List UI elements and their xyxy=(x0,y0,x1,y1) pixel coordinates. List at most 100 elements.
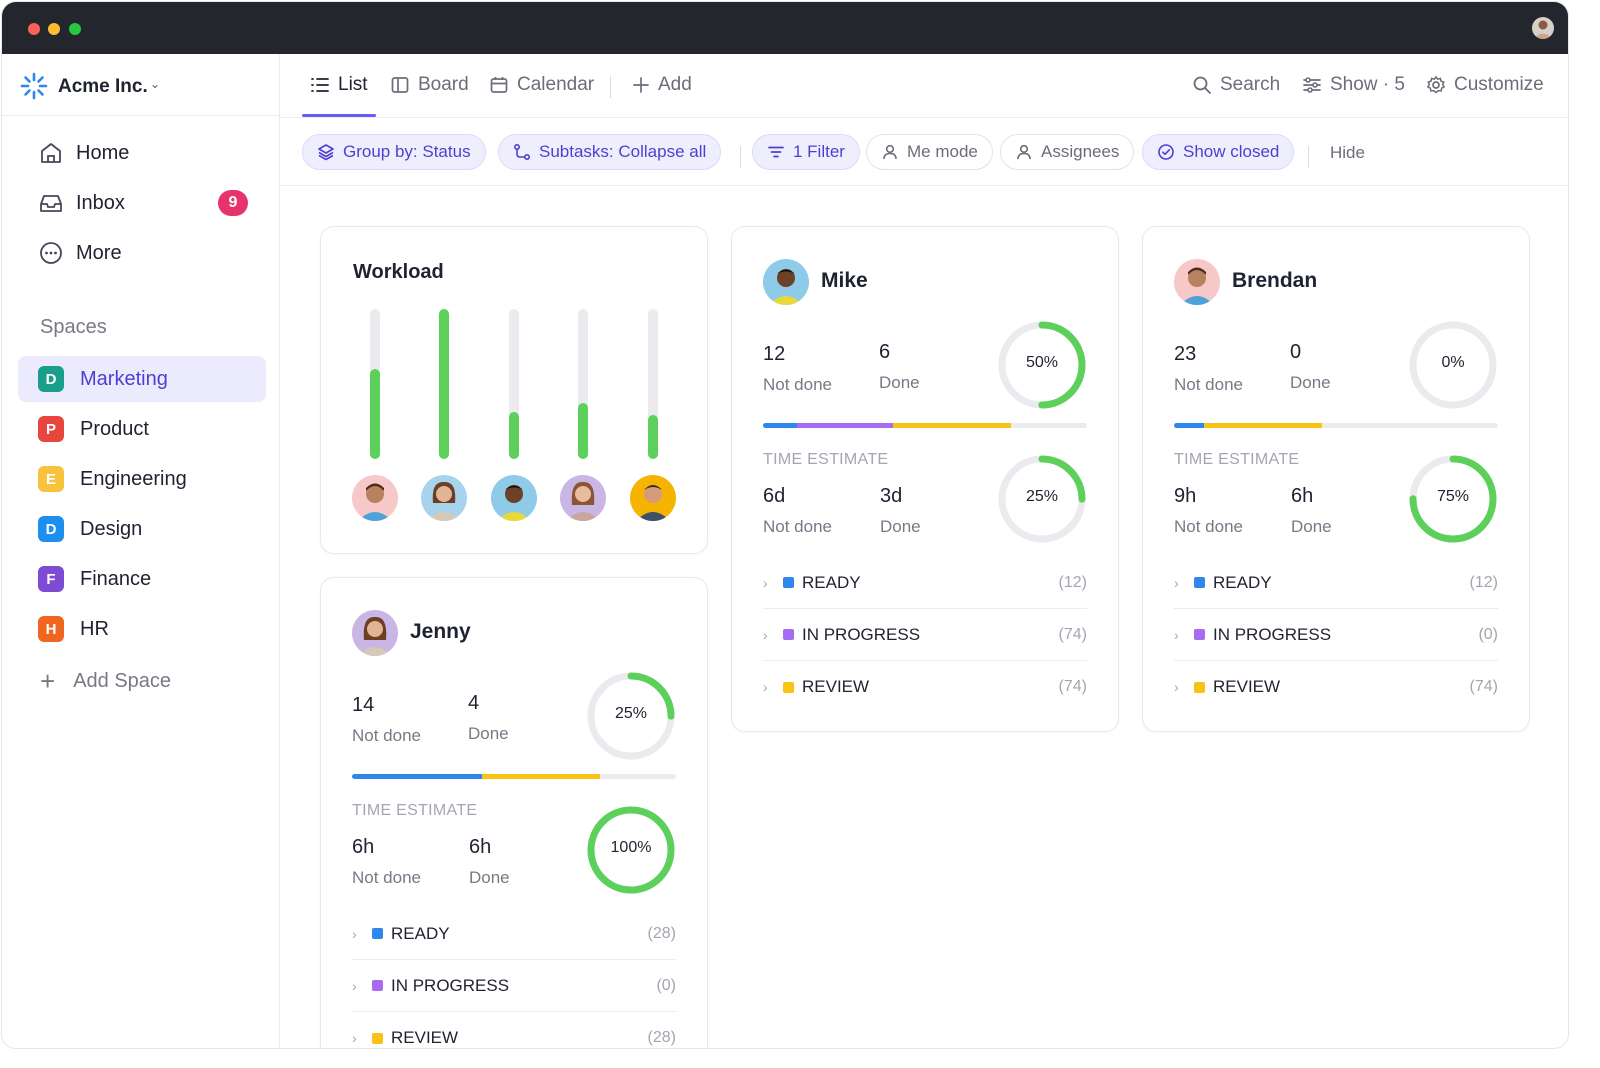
brendan-tasks-not-done-label: Not done xyxy=(1174,375,1243,394)
hide-button[interactable]: Hide xyxy=(1330,143,1365,162)
close-window-button[interactable] xyxy=(28,23,40,35)
progress-ring-fill xyxy=(998,455,1086,543)
progress-review-segment xyxy=(482,774,600,779)
gear-icon xyxy=(1427,76,1445,94)
mike-time-percent: 25% xyxy=(1025,488,1059,505)
workload-avatar-jenny[interactable] xyxy=(421,475,467,521)
tab-board-label: Board xyxy=(418,74,469,95)
workload-title: Workload xyxy=(353,261,444,283)
space-product[interactable]: P Product xyxy=(18,406,266,452)
chevron-right-icon: › xyxy=(352,1030,357,1046)
ready-status-dot xyxy=(783,577,794,588)
space-marketing[interactable]: D Marketing xyxy=(18,356,266,402)
space-engineering-icon: E xyxy=(38,466,64,492)
tab-board[interactable]: Board xyxy=(390,74,469,96)
brendan-status-in-progress[interactable]: › IN PROGRESS (0) xyxy=(1174,609,1498,661)
chevron-down-icon: ⌄ xyxy=(150,77,161,91)
nav-inbox[interactable]: Inbox xyxy=(38,188,125,218)
jenny-status-ready[interactable]: › READY (28) xyxy=(352,908,676,960)
in-progress-status-dot xyxy=(1194,629,1205,640)
board-icon xyxy=(391,77,409,93)
status-label: IN PROGRESS xyxy=(391,975,510,995)
in-progress-status-dot xyxy=(372,980,383,991)
space-design[interactable]: D Design xyxy=(18,506,266,552)
search-button[interactable]: Search xyxy=(1192,74,1280,96)
add-space-button[interactable]: + Add Space xyxy=(40,666,171,697)
person-card-jenny: Jenny 14 Not done 4 Done 25% TIME ESTIMA… xyxy=(320,577,708,1048)
progress-ring-fill xyxy=(587,806,675,894)
mike-tasks-percent: 50% xyxy=(1025,354,1059,371)
add-view-button[interactable]: Add xyxy=(632,74,692,96)
tab-calendar[interactable]: Calendar xyxy=(489,74,594,96)
assignees-chip[interactable]: Assignees xyxy=(1000,134,1135,170)
filter-chip[interactable]: 1 Filter xyxy=(752,134,860,170)
list-icon xyxy=(311,78,329,92)
subtasks-label: Subtasks: Collapse all xyxy=(539,142,707,161)
mike-status-in-progress[interactable]: › IN PROGRESS (74) xyxy=(763,609,1087,661)
show-closed-chip[interactable]: Show closed xyxy=(1142,134,1295,170)
jenny-tasks-not-done: 14 xyxy=(352,694,375,716)
brendan-name: Brendan xyxy=(1232,269,1318,292)
workload-bar-track xyxy=(648,309,658,459)
mike-status-ready[interactable]: › READY (12) xyxy=(763,557,1087,609)
view-bar: List Board Calendar Add Search Show · 5 … xyxy=(280,54,1568,118)
mike-task-progress-bar xyxy=(763,423,1087,428)
space-engineering[interactable]: E Engineering xyxy=(18,456,266,502)
status-label: IN PROGRESS xyxy=(1213,624,1332,644)
group-by-chip[interactable]: Group by: Status xyxy=(302,134,486,170)
nav-more[interactable]: More xyxy=(38,238,122,268)
active-tab-indicator xyxy=(302,114,376,117)
status-count: (28) xyxy=(647,1029,676,1046)
check-circle-icon xyxy=(1158,144,1174,160)
workload-avatar-man[interactable] xyxy=(630,475,676,521)
user-avatar[interactable] xyxy=(1532,17,1554,39)
nav-home[interactable]: Home xyxy=(38,138,129,168)
jenny-avatar[interactable] xyxy=(352,610,398,656)
space-hr[interactable]: H HR xyxy=(18,606,266,652)
add-view-label: Add xyxy=(658,74,692,95)
chevron-right-icon: › xyxy=(352,925,357,942)
progress-ready-segment xyxy=(352,774,482,779)
jenny-status-in-progress[interactable]: › IN PROGRESS (0) xyxy=(352,960,676,1012)
chevron-right-icon: › xyxy=(1174,574,1179,591)
show-button[interactable]: Show · 5 xyxy=(1302,74,1405,96)
filter-divider xyxy=(740,146,741,168)
workload-avatar-brendan[interactable] xyxy=(352,475,398,521)
maximize-window-button[interactable] xyxy=(69,23,81,35)
minimize-window-button[interactable] xyxy=(48,23,60,35)
progress-ring-graphic xyxy=(1409,455,1497,543)
jenny-tasks-percent: 25% xyxy=(614,705,648,722)
mike-avatar[interactable] xyxy=(763,259,809,305)
status-count: (74) xyxy=(1058,678,1087,695)
brendan-status-review[interactable]: › REVIEW (74) xyxy=(1174,661,1498,713)
jenny-time-percent: 100% xyxy=(610,839,652,856)
brendan-time-estimate-label: TIME ESTIMATE xyxy=(1174,451,1300,468)
status-label: REVIEW xyxy=(1213,677,1281,696)
space-finance[interactable]: F Finance xyxy=(18,556,266,602)
status-label: READY xyxy=(802,572,861,592)
status-label: REVIEW xyxy=(802,677,870,696)
filter-icon xyxy=(768,146,784,158)
assignees-label: Assignees xyxy=(1041,142,1120,161)
workload-avatar-woman[interactable] xyxy=(560,475,606,521)
status-count: (74) xyxy=(1469,678,1498,695)
subtasks-chip[interactable]: Subtasks: Collapse all xyxy=(498,134,722,170)
progress-review-segment xyxy=(1204,423,1322,428)
brendan-tasks-ring: 0% xyxy=(1407,319,1499,411)
person-card-mike: Mike 12 Not done 6 Done 50% TIME ESTIMAT… xyxy=(731,226,1119,732)
workload-avatar-mike[interactable] xyxy=(491,475,537,521)
progress-ring-graphic xyxy=(1409,321,1497,409)
workspace-switcher[interactable]: Acme Inc. ⌄ xyxy=(2,54,280,116)
brendan-avatar[interactable] xyxy=(1174,259,1220,305)
brendan-status-ready[interactable]: › READY (12) xyxy=(1174,557,1498,609)
brendan-time-done: 6h xyxy=(1291,485,1314,507)
me-mode-chip[interactable]: Me mode xyxy=(866,134,993,170)
progress-ring-graphic xyxy=(998,455,1086,543)
jenny-status-review[interactable]: › REVIEW (28) xyxy=(352,1012,676,1048)
space-product-icon: P xyxy=(38,416,64,442)
progress-ring-track xyxy=(1409,321,1497,409)
space-finance-label: Finance xyxy=(80,567,152,590)
tab-list[interactable]: List xyxy=(310,74,368,96)
customize-button[interactable]: Customize xyxy=(1426,74,1544,96)
mike-status-review[interactable]: › REVIEW (74) xyxy=(763,661,1087,713)
